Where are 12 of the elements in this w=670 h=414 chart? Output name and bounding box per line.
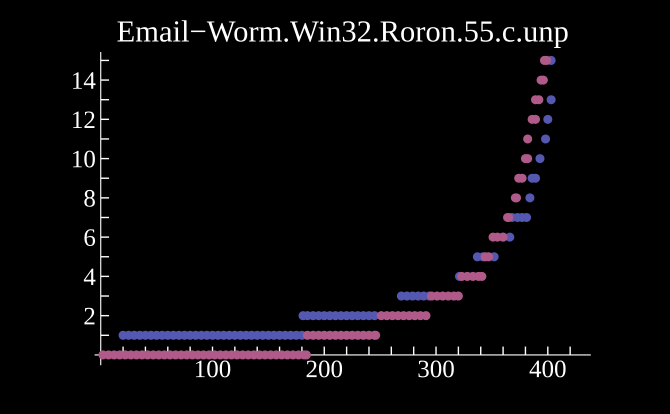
y-tick-label: 2 [84,308,94,324]
y-tick-label: 12 [73,111,94,128]
y-tick-label: 14 [73,72,96,89]
y-tick-label: 4 [84,268,96,286]
y-tick-label: 6 [84,229,96,246]
x-tick-label: 300 [418,360,454,378]
chart-title: Email−Worm.Win32.Roron.55.c.unp [117,20,568,48]
y-tick-label: 8 [84,190,95,207]
x-tick-label: 100 [196,360,230,378]
y-tick-label: 10 [73,150,95,168]
x-tick-label: 400 [530,360,566,378]
x-tick-label: 200 [306,360,342,378]
